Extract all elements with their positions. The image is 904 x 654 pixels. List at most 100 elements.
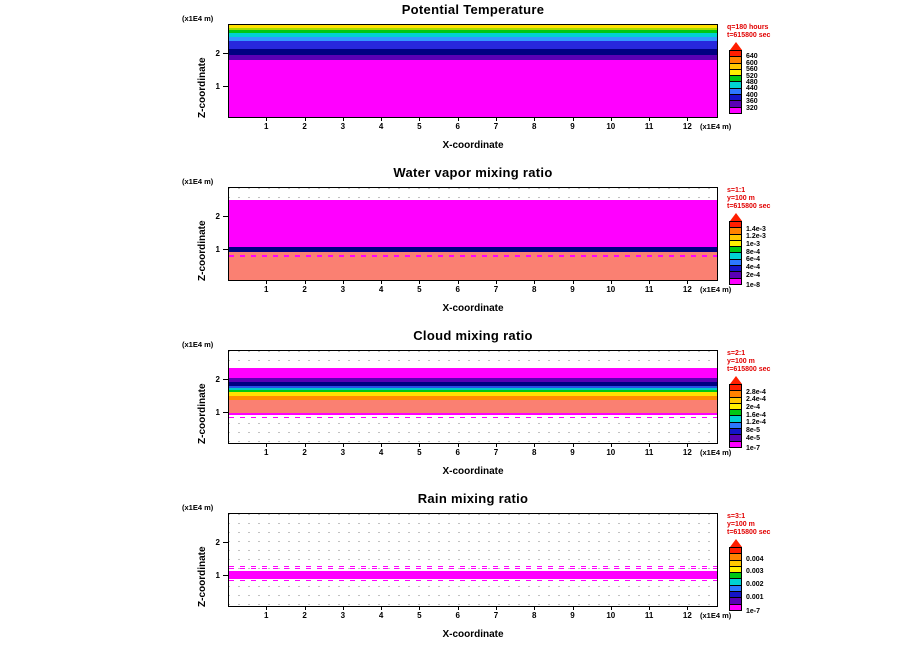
annotation-line: s=2:1	[727, 350, 746, 357]
contour-band	[229, 255, 717, 257]
colorbar-segment	[730, 258, 741, 266]
chart-title: Potential Temperature	[401, 2, 545, 17]
colorbar-label: 2.8e-4	[746, 388, 766, 396]
colorbar-segment	[730, 277, 741, 284]
contour-field	[229, 25, 717, 117]
x-tick-mark	[572, 444, 574, 447]
z-axis-units: (x1E4 m)	[182, 14, 214, 23]
contour-band	[229, 59, 717, 117]
panel-rain-mixing-ratio: Rain mixing ratio (x1E4 m) Z-coordinate …	[0, 490, 904, 653]
x-tick-mark	[610, 118, 612, 121]
colorbar-segments	[729, 547, 742, 611]
x-tick-mark	[419, 118, 421, 121]
colorbar-arrow-icon	[730, 376, 742, 384]
x-tick-label: 8	[532, 448, 537, 457]
contour-band	[229, 368, 717, 378]
colorbar-segment	[730, 565, 741, 573]
x-tick-label: 6	[455, 611, 460, 620]
colorbar-segment	[730, 106, 741, 113]
x-tick-label: 6	[455, 122, 460, 131]
contour-field	[229, 351, 717, 443]
colorbar-segment	[730, 252, 741, 259]
colorbar-segment	[730, 239, 741, 247]
colorbar-label: 1.4e-3	[746, 225, 766, 233]
x-tick-mark	[342, 607, 344, 610]
colorbar-label: 2e-4	[746, 271, 761, 279]
plot-area	[228, 350, 718, 444]
x-tick-mark	[419, 444, 421, 447]
colorbar-segment	[730, 415, 741, 422]
x-tick-mark	[534, 118, 536, 121]
x-tick-label: 8	[532, 285, 537, 294]
annotation-line: t=615800 sec	[727, 203, 771, 210]
colorbar-label: 640	[746, 53, 758, 61]
colorbar-labels: 2.8e-4 2.4e-4 2e-4 1.6e-4 1.2e-4 8e-5 4e-5 1e-7	[746, 384, 806, 452]
colorbar-label: 0.002	[746, 581, 764, 589]
x-axis-label: X-coordinate	[442, 140, 504, 151]
contour-band	[229, 27, 717, 31]
contour-band	[229, 48, 717, 56]
x-tick-label: 9	[570, 285, 575, 294]
x-tick-label: 7	[493, 122, 499, 131]
colorbar-segment	[730, 428, 741, 435]
z-tick-mark	[223, 248, 228, 250]
x-tick-label: 11	[644, 611, 654, 620]
colorbar-segment	[730, 51, 741, 57]
x-tick-mark	[572, 118, 574, 121]
colorbar-label: 1e-3	[746, 241, 761, 249]
x-tick-label: 5	[417, 448, 422, 457]
x-tick-mark	[687, 607, 689, 610]
x-tick-label: 12	[682, 448, 692, 457]
x-tick-label: 7	[493, 448, 499, 457]
legend: s=1:1 y=100 m t=615800 sec 1.4e-3 1.2e-3 1e-…	[727, 187, 903, 289]
colorbar-label: 400	[746, 91, 758, 99]
colorbar-segment	[730, 68, 741, 76]
x-tick-mark	[381, 281, 383, 284]
contour-band	[229, 388, 717, 391]
x-tick-mark	[342, 444, 344, 447]
x-tick-label: 9	[570, 611, 575, 620]
z-tick-mark	[223, 379, 228, 381]
annotation-line: t=615800 sec	[727, 529, 771, 536]
x-tick-mark	[687, 118, 689, 121]
x-tick-label: 5	[417, 122, 422, 131]
x-tick-label: 11	[644, 448, 654, 457]
colorbar-segment	[730, 100, 741, 107]
x-tick-mark	[495, 118, 497, 121]
x-tick-label: 3	[340, 611, 346, 620]
x-tick-label: 7	[493, 285, 499, 294]
x-tick-label: 2	[302, 122, 307, 131]
x-axis-units: (x1E4 m)	[700, 122, 732, 131]
colorbar: 1.4e-3 1.2e-3 1e-3 8e-4 6e-4 4e-4 2e-4 1e-8	[727, 213, 903, 289]
colorbar-segment	[730, 271, 741, 278]
annotations: s=2:1 y=100 m t=615800 sec	[727, 350, 903, 374]
x-tick-mark	[381, 607, 383, 610]
contour-band	[229, 247, 717, 253]
x-tick-mark	[457, 444, 459, 447]
x-axis-units: (x1E4 m)	[700, 611, 732, 620]
x-axis-ticks: 1 2 3 4 5 6 7 8 9 10 11 12	[228, 607, 718, 625]
x-tick-label: 4	[378, 611, 384, 620]
annotations: s=3:1 y=100 m t=615800 sec	[727, 513, 903, 537]
x-tick-label: 5	[417, 611, 422, 620]
annotation-line: s=3:1	[727, 513, 746, 520]
z-tick-label: 1	[215, 81, 220, 91]
x-tick-label: 1	[264, 448, 269, 457]
colorbar-label: 560	[746, 66, 758, 74]
contour-band	[229, 416, 717, 418]
x-tick-mark	[381, 118, 383, 121]
x-tick-mark	[457, 607, 459, 610]
x-tick-label: 8	[532, 611, 537, 620]
panel-cloud-mixing-ratio: Cloud mixing ratio (x1E4 m) Z-coordinate…	[0, 327, 904, 490]
colorbar-labels: 0.004 0.003 0.002 0.001 1e-7	[746, 547, 806, 615]
contour-band	[229, 37, 717, 41]
x-tick-mark	[649, 118, 651, 121]
x-tick-mark	[457, 118, 459, 121]
x-axis-ticks: 1 2 3 4 5 6 7 8 9 10 11 12	[228, 281, 718, 299]
x-tick-label: 4	[378, 122, 384, 131]
x-tick-label: 3	[340, 285, 346, 294]
colorbar-segment	[730, 87, 741, 95]
contour-band	[229, 385, 717, 389]
x-tick-label: 9	[570, 448, 575, 457]
